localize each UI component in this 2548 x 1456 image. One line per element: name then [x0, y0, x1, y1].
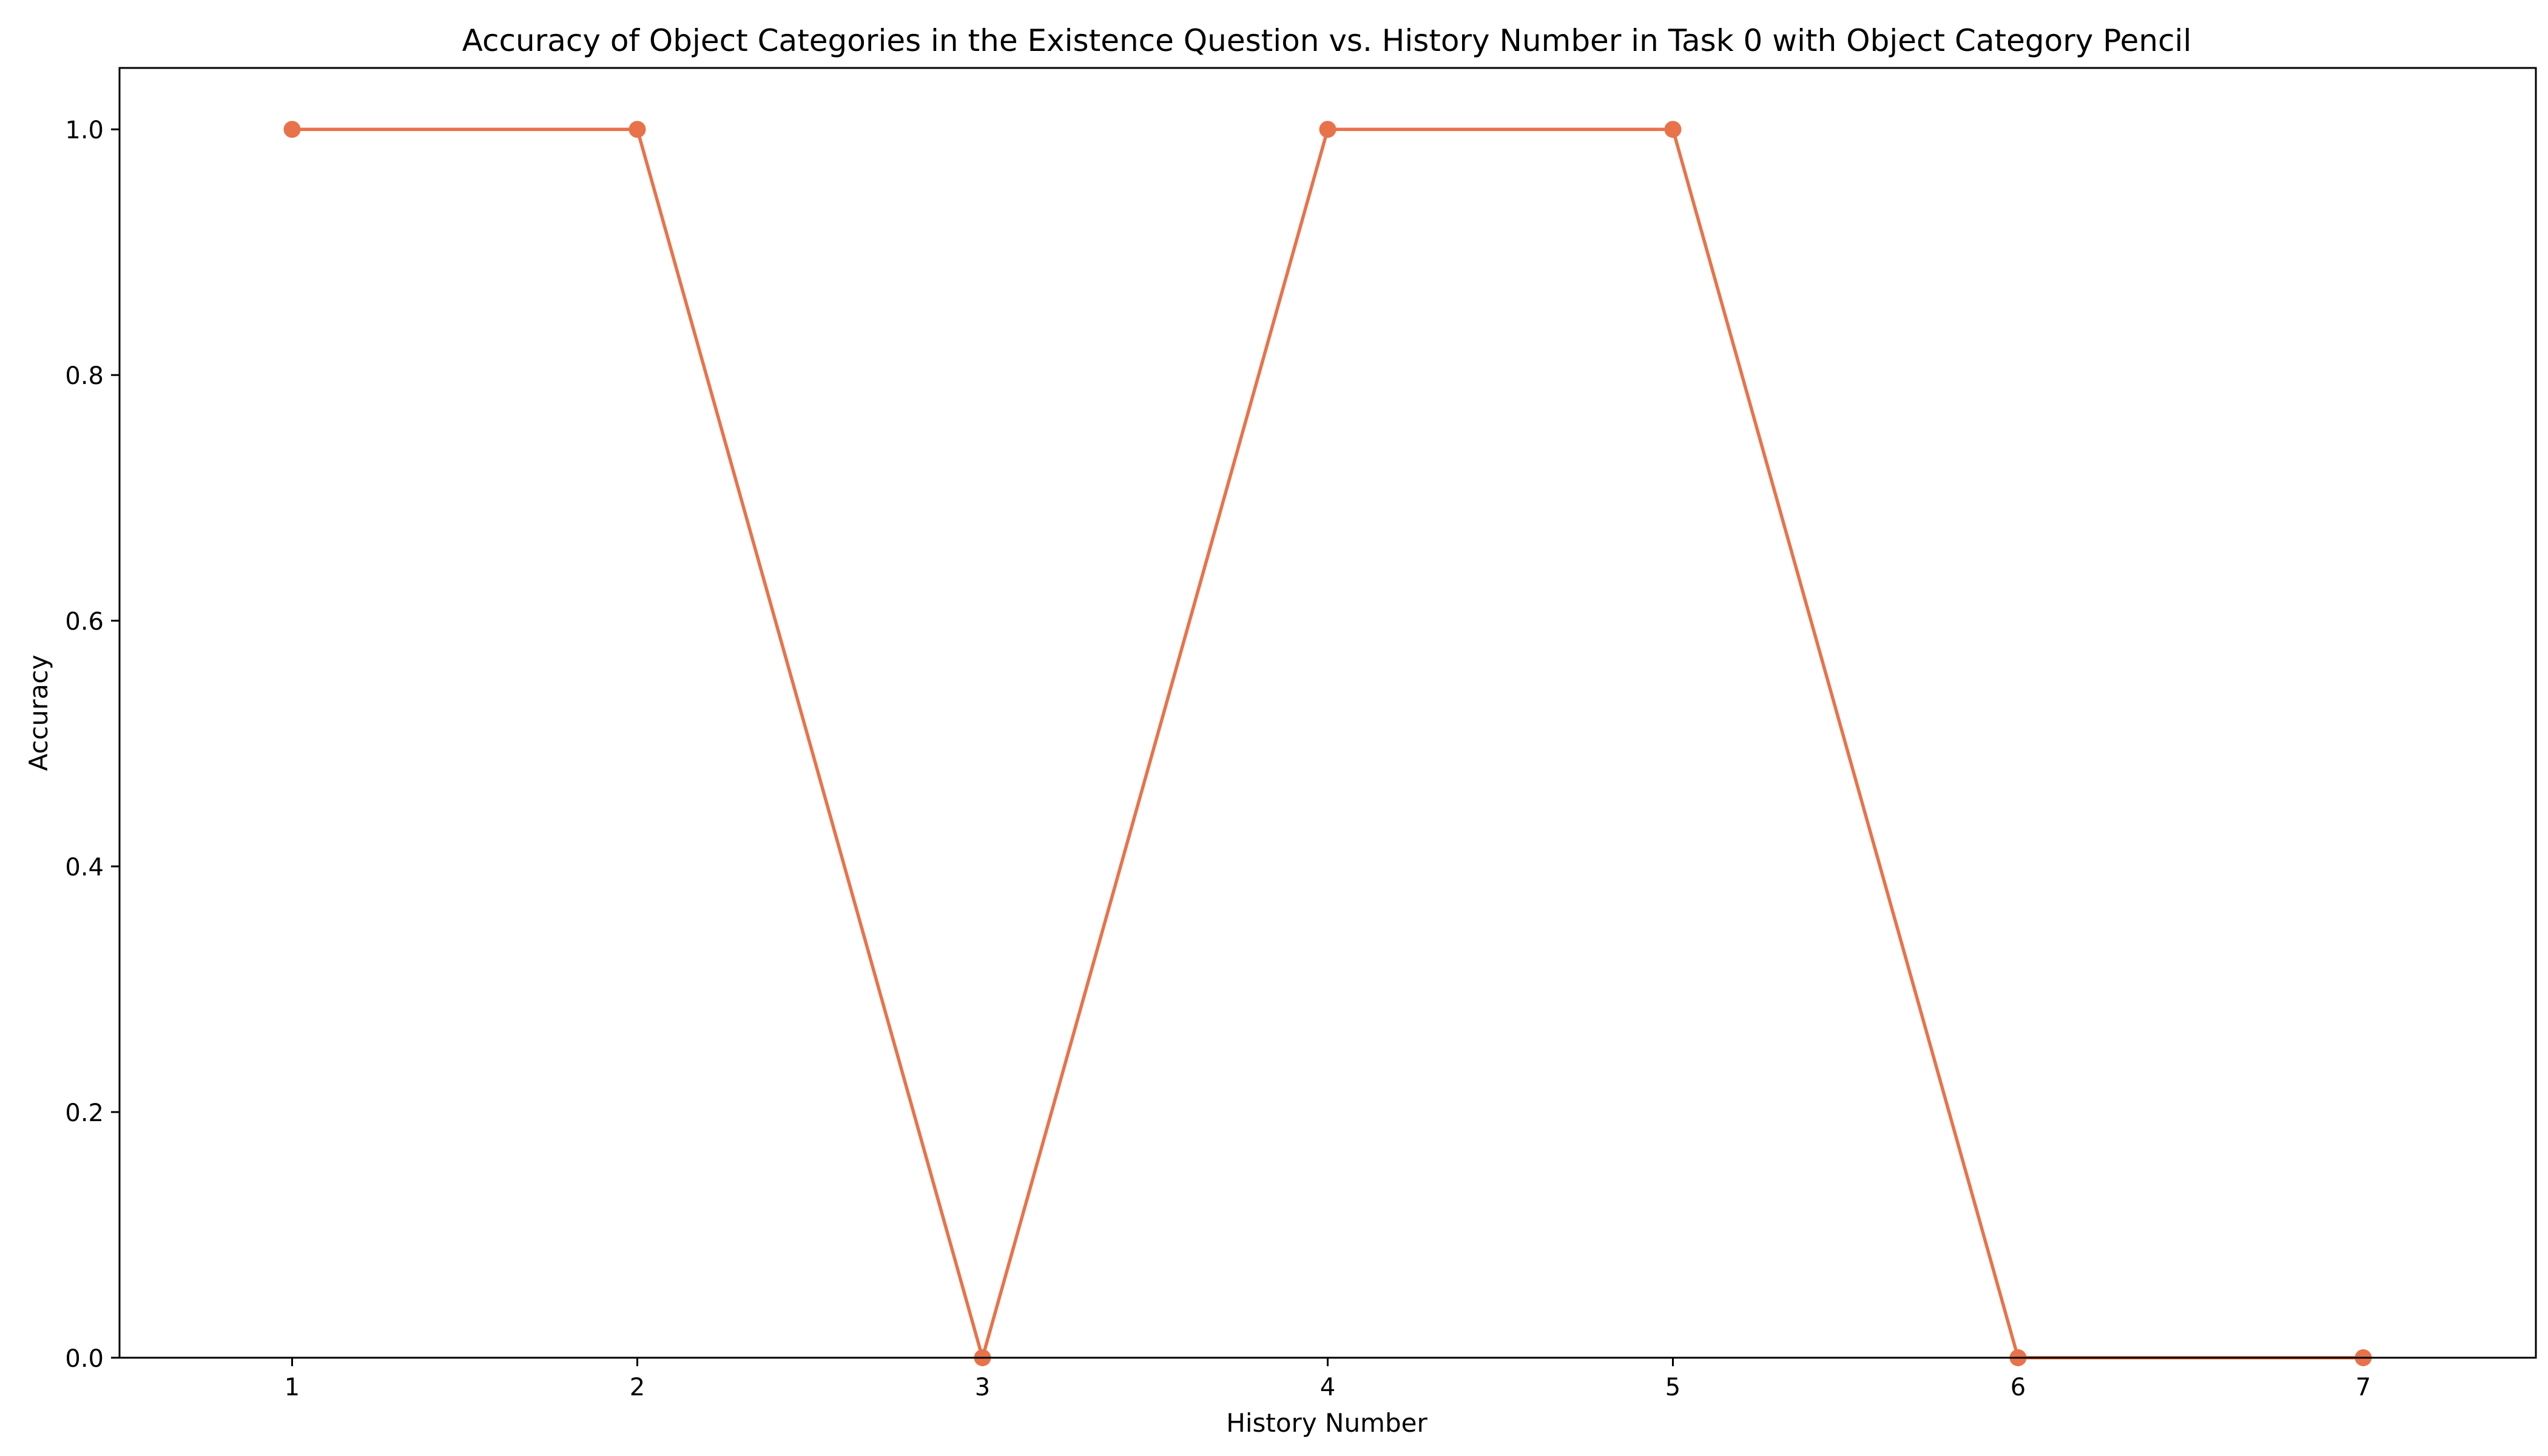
y-tick-label: 0.8 [65, 362, 104, 390]
x-tick-label: 7 [2356, 1373, 2371, 1401]
x-tick-label: 5 [1665, 1373, 1680, 1401]
x-tick-label: 1 [285, 1373, 300, 1401]
x-tick-label: 2 [630, 1373, 645, 1401]
y-axis-label: Accuracy [24, 655, 53, 771]
x-tick-label: 6 [2010, 1373, 2026, 1401]
x-tick-label: 4 [1320, 1373, 1335, 1401]
y-tick-label: 0.6 [65, 608, 104, 636]
data-point-marker [1319, 121, 1336, 138]
chart-title: Accuracy of Object Categories in the Exi… [462, 23, 2192, 58]
data-point-marker [283, 121, 301, 138]
y-tick-label: 0.0 [65, 1345, 104, 1373]
x-tick-label: 3 [975, 1373, 990, 1401]
x-axis-label: History Number [1226, 1408, 1427, 1438]
x-axis-ticks: 1 2 3 4 5 6 7 [285, 1358, 2371, 1401]
y-tick-label: 0.2 [65, 1099, 104, 1127]
plot-area-frame [118, 67, 2537, 1359]
y-tick-label: 1.0 [65, 116, 104, 144]
y-axis-ticks: 0.0 0.2 0.4 0.6 0.8 1.0 [65, 116, 120, 1373]
y-tick-label: 0.4 [65, 854, 104, 881]
data-point-marker [1664, 121, 1682, 138]
data-point-marker [629, 121, 646, 138]
